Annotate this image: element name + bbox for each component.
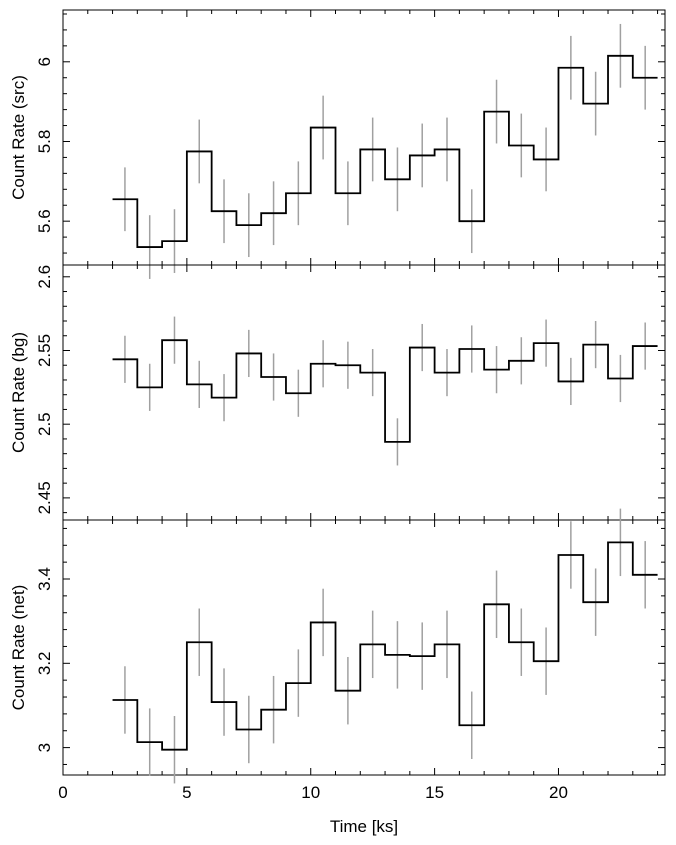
- y-tick-label: 3.4: [35, 567, 54, 591]
- y-tick-label: 3.2: [35, 651, 54, 675]
- plot-frame: [62, 264, 666, 521]
- plot-frame: [62, 9, 666, 266]
- y-tick-label: 5.6: [35, 209, 54, 233]
- y-tick-label: 5.8: [35, 130, 54, 154]
- series-step-line: [112, 339, 658, 443]
- x-tick-label: 10: [301, 783, 320, 802]
- x-tick-label: 0: [58, 783, 67, 802]
- y-tick-label: 6: [35, 57, 54, 66]
- x-tick-label: 20: [549, 783, 568, 802]
- y-tick-label: 2.6: [35, 265, 54, 289]
- y-axis-label: Count Rate (net): [9, 585, 28, 711]
- panel-bottom: 3 3.2 3.4 Count Rate (net) 0 5 10 15 20 Time [ks]: [9, 508, 666, 836]
- panel-top: 5.6 5.8 6 Count Rate (src): [9, 9, 666, 279]
- y-axis-label: Count Rate (bg): [9, 332, 28, 453]
- y-axis-label: Count Rate (src): [9, 75, 28, 200]
- panel-middle: 2.45 2.5 2.55 2.6 Count Rate (bg): [9, 264, 666, 521]
- x-tick-label: 15: [425, 783, 444, 802]
- series-step-line: [112, 54, 658, 248]
- series-step-line: [112, 541, 658, 751]
- y-tick-label: 2.5: [35, 412, 54, 436]
- x-axis-label: Time [ks]: [330, 817, 398, 836]
- y-tick-label: 2.45: [35, 481, 54, 514]
- y-tick-label: 3: [35, 743, 54, 752]
- x-tick-label: 5: [182, 783, 191, 802]
- plot-frame: [62, 519, 666, 776]
- y-tick-label: 2.55: [35, 334, 54, 367]
